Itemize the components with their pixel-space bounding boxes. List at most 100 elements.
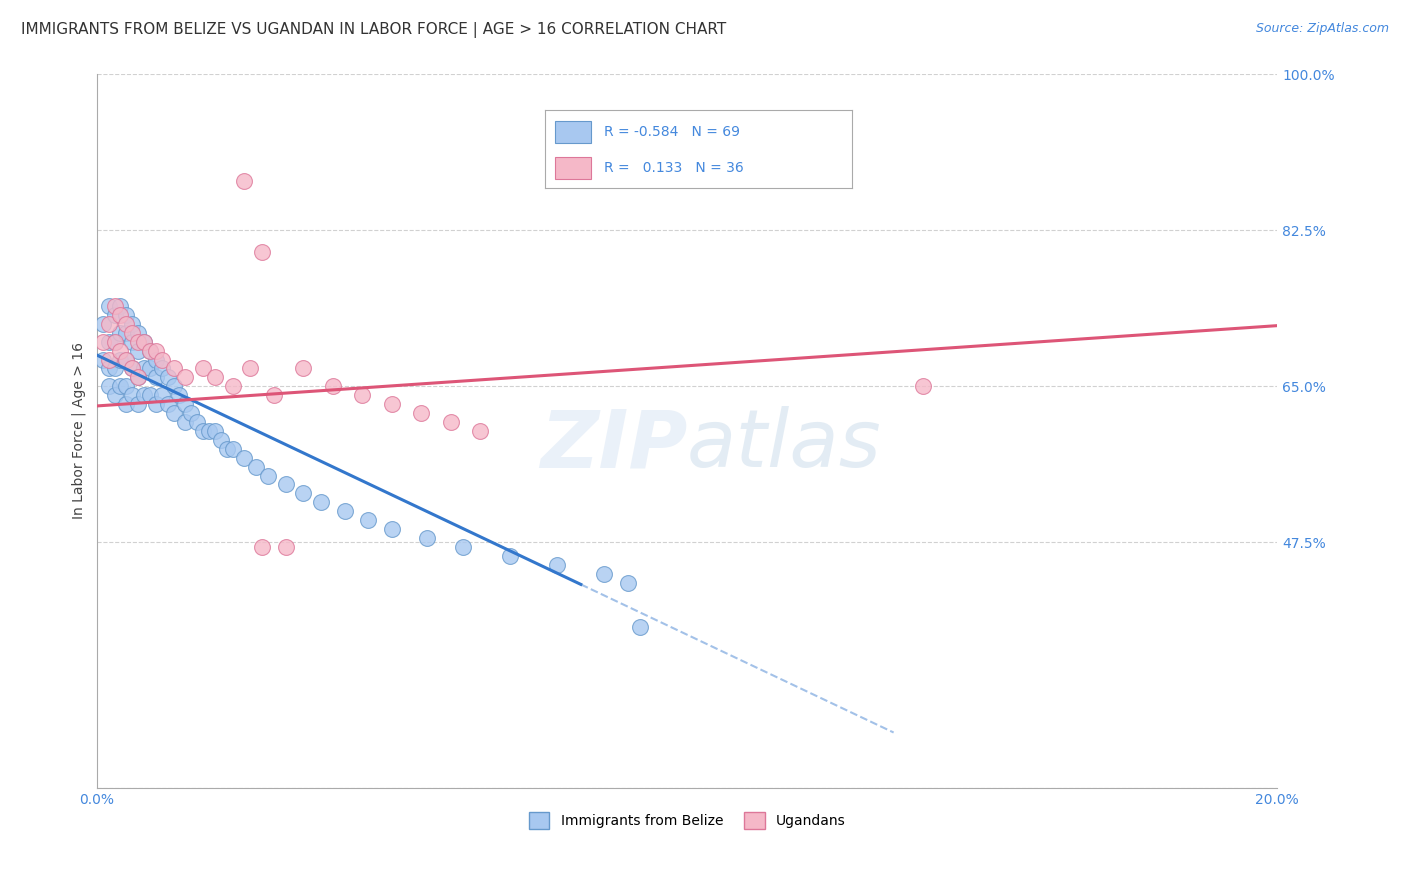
Point	[257, 468, 280, 483]
Point	[110, 352, 132, 367]
Point	[91, 352, 114, 367]
Point	[97, 352, 120, 367]
Point	[912, 379, 935, 393]
Point	[150, 352, 173, 367]
Point	[103, 334, 125, 349]
Point	[150, 388, 173, 402]
Point	[121, 388, 143, 402]
Point	[139, 343, 162, 358]
Point	[127, 370, 149, 384]
Point	[115, 352, 138, 367]
Point	[274, 540, 297, 554]
Point	[416, 531, 439, 545]
Point	[180, 406, 202, 420]
Point	[204, 424, 226, 438]
Point	[121, 326, 143, 340]
Point	[628, 620, 651, 634]
Point	[121, 361, 143, 376]
Point	[139, 361, 162, 376]
Point	[204, 370, 226, 384]
Point	[150, 361, 173, 376]
Point	[381, 522, 404, 536]
Point	[250, 540, 273, 554]
Point	[245, 459, 267, 474]
Point	[97, 299, 120, 313]
Point	[309, 495, 332, 509]
Text: ZIP: ZIP	[540, 406, 688, 484]
Point	[103, 388, 125, 402]
Point	[322, 379, 344, 393]
Point	[156, 397, 179, 411]
Point	[174, 415, 197, 429]
Point	[115, 317, 138, 331]
Point	[209, 433, 232, 447]
Point	[127, 334, 149, 349]
Point	[440, 415, 463, 429]
Point	[174, 397, 197, 411]
Point	[91, 317, 114, 331]
Point	[470, 424, 492, 438]
Point	[169, 388, 191, 402]
Point	[121, 317, 143, 331]
Point	[411, 406, 433, 420]
Point	[132, 334, 155, 349]
Point	[145, 343, 167, 358]
Point	[162, 406, 184, 420]
Point	[451, 540, 474, 554]
Point	[103, 334, 125, 349]
Point	[145, 397, 167, 411]
Point	[115, 379, 138, 393]
Point	[103, 299, 125, 313]
Point	[174, 370, 197, 384]
Point	[115, 308, 138, 322]
Point	[352, 388, 374, 402]
Point	[97, 317, 120, 331]
Point	[91, 334, 114, 349]
Point	[145, 352, 167, 367]
Point	[215, 442, 238, 456]
Point	[191, 424, 214, 438]
Point	[156, 370, 179, 384]
Point	[97, 361, 120, 376]
Point	[115, 326, 138, 340]
Point	[186, 415, 208, 429]
Point	[221, 379, 243, 393]
Text: atlas: atlas	[688, 406, 882, 484]
Point	[110, 326, 132, 340]
Point	[233, 174, 256, 188]
Point	[127, 397, 149, 411]
Point	[593, 566, 616, 581]
Point	[115, 397, 138, 411]
Point	[132, 388, 155, 402]
Point	[263, 388, 285, 402]
Point	[110, 308, 132, 322]
Point	[292, 361, 315, 376]
Point	[145, 370, 167, 384]
Point	[221, 442, 243, 456]
Point	[127, 343, 149, 358]
Text: IMMIGRANTS FROM BELIZE VS UGANDAN IN LABOR FORCE | AGE > 16 CORRELATION CHART: IMMIGRANTS FROM BELIZE VS UGANDAN IN LAB…	[21, 22, 727, 38]
Point	[198, 424, 221, 438]
Point	[127, 370, 149, 384]
Point	[110, 343, 132, 358]
Legend: Immigrants from Belize, Ugandans: Immigrants from Belize, Ugandans	[523, 806, 851, 834]
Point	[233, 450, 256, 465]
Point	[357, 513, 380, 527]
Point	[132, 361, 155, 376]
Point	[139, 343, 162, 358]
Point	[292, 486, 315, 500]
Point	[333, 504, 356, 518]
Point	[121, 334, 143, 349]
Point	[127, 326, 149, 340]
Y-axis label: In Labor Force | Age > 16: In Labor Force | Age > 16	[72, 343, 86, 519]
Point	[162, 361, 184, 376]
Point	[97, 334, 120, 349]
Point	[97, 379, 120, 393]
Text: Source: ZipAtlas.com: Source: ZipAtlas.com	[1256, 22, 1389, 36]
Point	[103, 308, 125, 322]
Point	[546, 558, 568, 572]
Point	[121, 361, 143, 376]
Point	[132, 334, 155, 349]
Point	[115, 352, 138, 367]
Point	[162, 379, 184, 393]
